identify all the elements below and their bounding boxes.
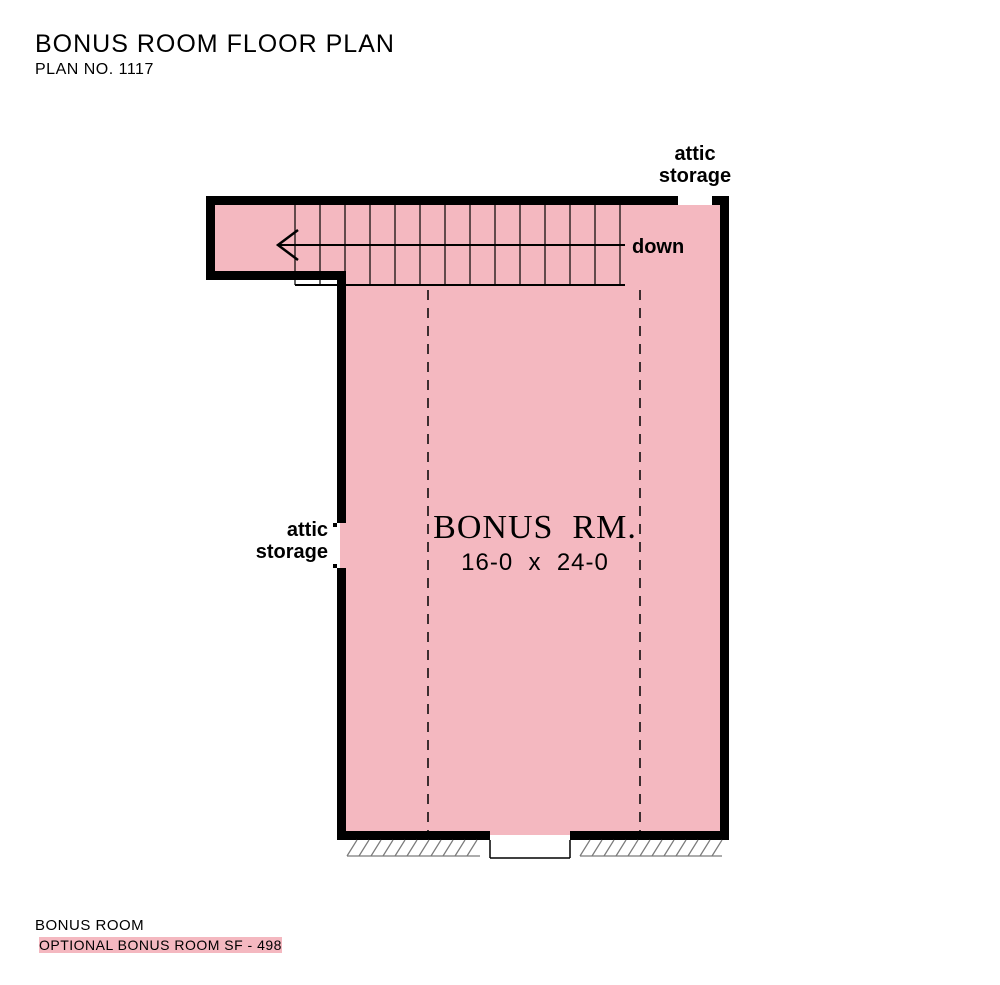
wall-left-upper (337, 271, 346, 523)
down-label: down (632, 236, 684, 258)
attic-label-left-2: storage (256, 541, 328, 563)
plan-number: PLAN NO. 1117 (35, 61, 395, 79)
room-dimensions: 16-0 x 24-0 (461, 549, 609, 576)
main-title: BONUS ROOM FLOOR PLAN (35, 30, 395, 59)
footer-room-label: BONUS ROOM (35, 917, 286, 934)
footer-sf-text: OPTIONAL BONUS ROOM SF - 498 (39, 937, 282, 953)
wall-bottom-right (570, 831, 729, 840)
footer-sf-label: OPTIONAL BONUS ROOM SF - 498 (35, 936, 286, 954)
hatch-bottom-left (347, 840, 480, 856)
floorplan-diagram: down (150, 140, 850, 880)
wall-bottom-left (337, 831, 490, 840)
wall-left-lower (337, 568, 346, 840)
door-jamb-l1 (333, 523, 337, 527)
title-block: BONUS ROOM FLOOR PLAN PLAN NO. 1117 (35, 30, 395, 79)
wall-corridor-left (206, 196, 215, 280)
wall-right (720, 196, 729, 840)
wall-corridor-bottom (206, 271, 346, 280)
room-name: BONUS RM. (433, 509, 637, 546)
footer-block: BONUS ROOM OPTIONAL BONUS ROOM SF - 498 (35, 917, 286, 955)
door-jamb-l2 (333, 564, 337, 568)
attic-label-top-2: storage (659, 165, 731, 187)
wall-top-left (206, 196, 678, 205)
attic-label-top: attic (674, 143, 715, 165)
attic-label-left: attic (287, 519, 328, 541)
hatch-bottom-right (580, 840, 722, 856)
